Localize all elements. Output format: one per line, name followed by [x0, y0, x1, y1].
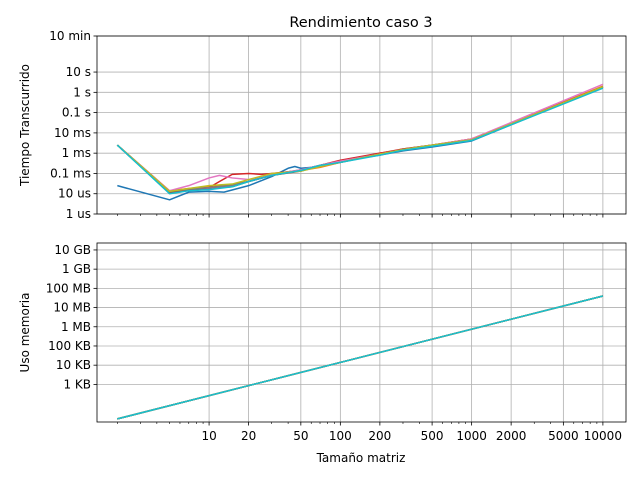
y-tick-label: 0.1 s [62, 106, 91, 120]
memory-panel: 1 KB 10 KB 100 KB 1 MB 10 MB 100 MB 1 GB 10 GB 1… [18, 242, 627, 443]
x-tick-label: 10 [201, 429, 216, 443]
y-tick-label: 100 MB [46, 281, 91, 295]
y-tick-label: 1 MB [61, 320, 91, 334]
y-tick-label: 100 KB [48, 339, 91, 353]
y-tick-label: 10 s [66, 65, 91, 79]
y-tick-label: 10 GB [54, 243, 91, 257]
y-tick-label: 10 us [58, 187, 91, 201]
y-tick-label: 10 min [49, 29, 91, 43]
y-tick-label: 1 s [73, 85, 91, 99]
x-tick-label: 1000 [456, 429, 487, 443]
y-tick-label: 0.1 ms [50, 166, 91, 180]
x-tick-label: 20 [241, 429, 256, 443]
y-tick-label: 1 GB [62, 262, 91, 276]
x-tick-label: 5000 [548, 429, 579, 443]
series-line-9 [117, 295, 604, 420]
y-tick-label: 10 MB [53, 301, 91, 315]
y-axis-label: Tiempo Transcurrido [18, 64, 32, 187]
x-tick-label: 200 [368, 429, 391, 443]
chart-title: Rendimiento caso 3 [289, 15, 432, 31]
y-tick-label: 1 KB [63, 377, 91, 391]
y-axis-label: Uso memoria [18, 293, 32, 373]
x-axis-label: Tamaño matriz [316, 451, 406, 465]
x-tick-label: 2000 [496, 429, 527, 443]
x-tick-label: 500 [421, 429, 444, 443]
y-tick-label: 1 us [66, 207, 91, 221]
series-line-9 [116, 87, 604, 195]
x-tick-label: 100 [329, 429, 352, 443]
series-group [117, 295, 604, 420]
x-tick-label: 50 [293, 429, 308, 443]
series-group [116, 83, 604, 201]
y-tick-label: 10 ms [54, 126, 91, 140]
plot-frame [96, 242, 627, 423]
plot-frame [96, 35, 627, 215]
x-tick-label: 10000 [584, 429, 622, 443]
y-tick-label: 1 ms [62, 146, 91, 160]
y-tick-label: 10 KB [56, 358, 91, 372]
time-panel: 1 us 10 us 0.1 ms 1 ms 10 ms 0.1 s 1 s 10 s 10 m… [18, 29, 627, 221]
